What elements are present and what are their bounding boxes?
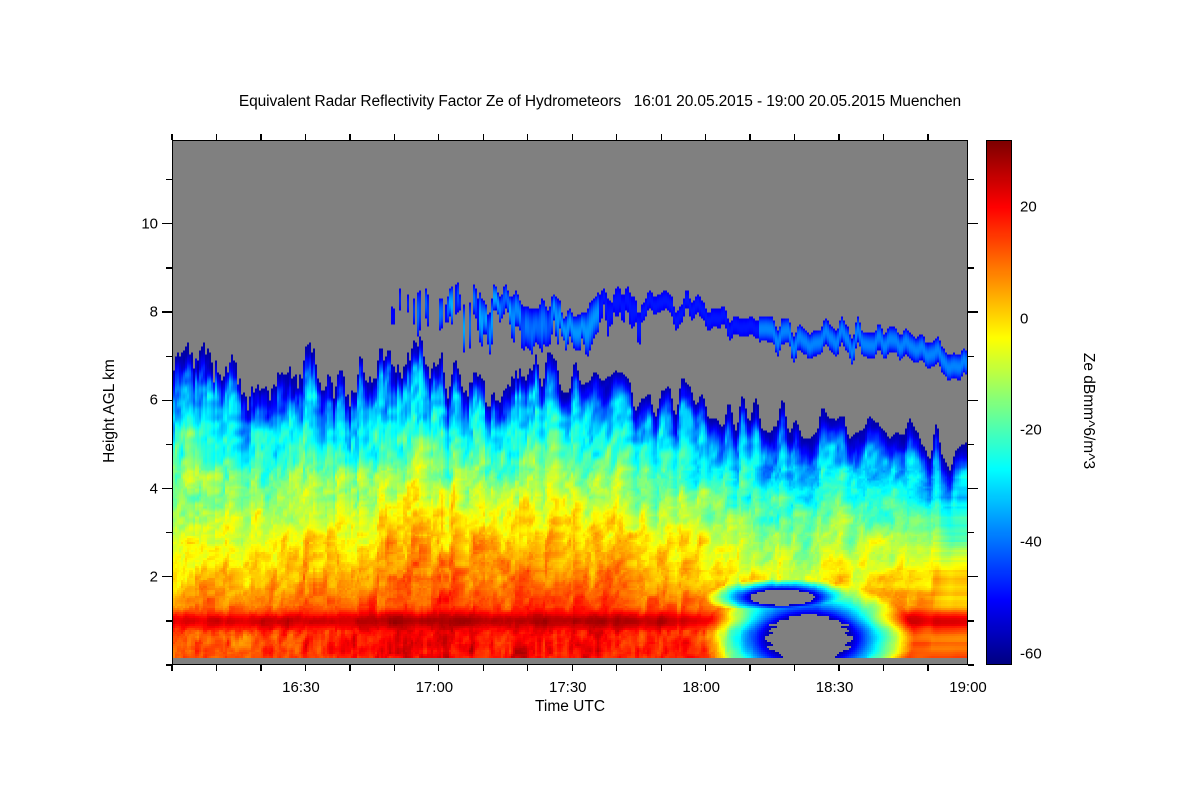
x-axis-minor-tick <box>527 665 529 671</box>
x-axis-minor-tick-top <box>927 134 929 140</box>
x-axis-tick-label: 18:30 <box>815 679 854 696</box>
y-axis-major-tick-right <box>968 576 978 578</box>
x-axis-minor-tick-top <box>882 134 885 140</box>
y-axis-minor-tick <box>166 443 172 446</box>
x-axis-minor-tick-top <box>838 134 840 140</box>
x-axis-minor-tick <box>927 665 929 671</box>
y-axis-minor-tick <box>166 267 172 269</box>
y-axis-minor-tick-right <box>968 267 974 269</box>
y-axis-minor-tick <box>166 664 172 666</box>
x-axis-minor-tick <box>215 665 218 671</box>
colorbar <box>986 140 1012 665</box>
y-axis-major-tick <box>162 576 172 578</box>
y-axis-minor-tick <box>166 531 172 534</box>
x-axis-minor-tick-top <box>482 134 484 140</box>
x-axis-minor-tick-top <box>571 134 573 140</box>
x-axis-minor-tick <box>704 665 707 671</box>
y-axis-major-tick <box>162 223 172 225</box>
y-axis-minor-tick-right <box>968 355 974 357</box>
x-axis-minor-tick <box>882 665 885 671</box>
x-axis-minor-tick-top <box>793 134 796 140</box>
x-axis-minor-tick-top <box>171 134 173 140</box>
x-axis-minor-tick-top <box>215 134 218 140</box>
x-axis-minor-tick <box>482 665 484 671</box>
x-axis-minor-tick-top <box>616 134 618 140</box>
y-axis-minor-tick-right <box>968 620 974 622</box>
x-axis-minor-tick <box>838 665 840 671</box>
y-axis-major-tick-right <box>968 223 978 225</box>
figure-title: Equivalent Radar Reflectivity Factor Ze … <box>238 93 962 110</box>
colorbar-gradient <box>987 141 1011 664</box>
y-axis-minor-tick <box>166 179 172 181</box>
y-axis-minor-tick-right <box>968 531 974 534</box>
y-axis-tick-label: 2 <box>149 568 158 586</box>
x-axis-minor-tick-top <box>304 134 307 140</box>
x-axis-minor-tick <box>260 665 262 671</box>
y-axis-minor-tick-right <box>968 443 974 446</box>
y-axis-tick-label: 10 <box>141 215 158 233</box>
y-axis-major-tick-right <box>968 399 978 401</box>
x-axis-tick-label: 16:30 <box>282 679 320 696</box>
y-axis-major-tick <box>162 399 172 401</box>
y-axis-minor-tick-right <box>968 664 974 666</box>
x-axis-tick-label: 19:00 <box>949 679 987 696</box>
x-axis-minor-tick <box>571 665 573 671</box>
plot-area <box>172 140 968 665</box>
x-axis-minor-tick <box>616 665 618 671</box>
x-axis-minor-tick <box>660 665 662 671</box>
colorbar-tick-label: -60 <box>1020 645 1042 663</box>
x-axis-minor-tick-top <box>660 134 662 140</box>
x-axis-minor-tick <box>304 665 307 671</box>
y-axis-title: Height AGL km <box>101 359 118 463</box>
colorbar-tick-label: -40 <box>1020 533 1042 551</box>
x-axis-tick-label: 18:00 <box>682 679 720 696</box>
y-axis-tick-label: 6 <box>149 391 158 409</box>
x-axis-minor-tick-top <box>704 134 707 140</box>
x-axis-tick-label: 17:00 <box>415 679 454 696</box>
y-axis-minor-tick <box>166 620 172 622</box>
x-axis-minor-tick-top <box>438 134 440 140</box>
colorbar-tick-label: 0 <box>1020 310 1029 328</box>
y-axis-tick-label: 8 <box>149 303 158 321</box>
x-axis-minor-tick <box>438 665 440 671</box>
y-axis-minor-tick-right <box>968 179 974 181</box>
radar-heatmap <box>173 141 967 664</box>
y-axis-tick-label: 4 <box>149 480 158 498</box>
x-axis-minor-tick <box>793 665 796 671</box>
y-axis-major-tick <box>162 487 172 490</box>
x-axis-minor-tick <box>349 665 351 671</box>
y-axis-major-tick-right <box>968 311 978 313</box>
x-axis-minor-tick <box>393 665 395 671</box>
colorbar-tick-label: -20 <box>1020 421 1042 439</box>
y-axis-major-tick-right <box>968 487 978 490</box>
x-axis-minor-tick-top <box>749 134 751 140</box>
x-axis-minor-tick <box>749 665 751 671</box>
colorbar-tick-label: 20 <box>1020 198 1037 216</box>
x-axis-minor-tick-top <box>527 134 529 140</box>
x-axis-minor-tick-top <box>349 134 351 140</box>
x-axis-minor-tick-top <box>393 134 395 140</box>
x-axis-tick-label: 17:30 <box>548 679 587 696</box>
x-axis-minor-tick <box>171 665 173 671</box>
colorbar-title: Ze dBmm^6/m^3 <box>1080 352 1097 470</box>
x-axis-title: Time UTC <box>534 698 606 715</box>
x-axis-minor-tick-top <box>260 134 262 140</box>
y-axis-major-tick <box>162 311 172 313</box>
y-axis-minor-tick <box>166 355 172 357</box>
